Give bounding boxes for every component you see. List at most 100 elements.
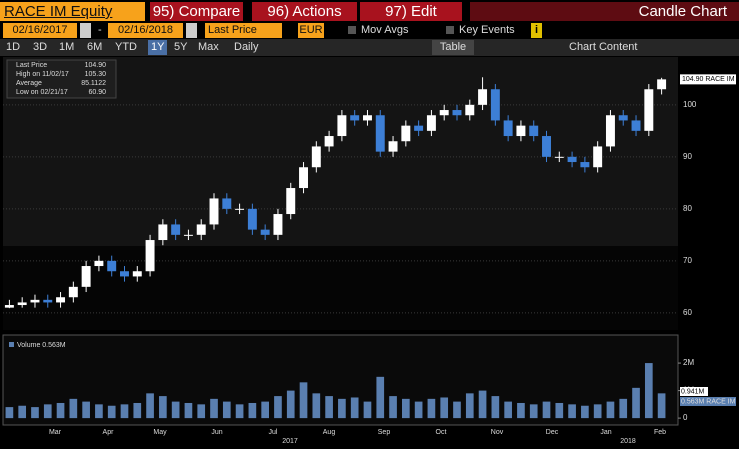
year-label: 2017 [282, 438, 298, 445]
volume-bar [657, 393, 666, 419]
volume-bar [312, 393, 321, 419]
candle-body [324, 136, 334, 147]
chart-content[interactable]: Chart Content [569, 41, 638, 53]
candle-body [94, 260, 104, 267]
range-button[interactable]: Max [198, 41, 219, 53]
volume-bar [619, 398, 628, 419]
volume-bar [31, 407, 39, 419]
last-price-label: 104.90 RACE IM [682, 76, 735, 83]
x-tick-label: May [153, 429, 167, 436]
candle-body [183, 234, 193, 236]
last-price-tag [680, 74, 736, 85]
legend-value: 104.90 [85, 62, 107, 69]
volume-bar [56, 402, 65, 419]
mov-avgs[interactable]: Mov Avgs [361, 24, 409, 36]
y-tick-label: 90 [683, 152, 692, 161]
volume-bar [184, 402, 193, 419]
candle-body [490, 89, 500, 121]
edit-button[interactable]: 97) Edit [360, 2, 462, 21]
candle-body [17, 302, 27, 306]
candle-body [222, 198, 232, 209]
field-select[interactable]: Last Price [205, 23, 282, 38]
range-button[interactable]: 1D [6, 41, 21, 53]
volume-bar [478, 390, 487, 419]
candle-body [209, 198, 219, 225]
key-events[interactable]: Key Events [459, 24, 515, 36]
volume-bar [542, 401, 551, 419]
checkbox[interactable] [348, 26, 356, 34]
candle-body [644, 89, 654, 131]
calendar-icon[interactable] [80, 23, 91, 38]
candle-body [401, 125, 411, 142]
avg-label: 0.941M [681, 388, 705, 395]
checkbox[interactable] [446, 26, 454, 34]
candle-body [311, 146, 321, 168]
candle-body [631, 120, 641, 131]
volume-bar [171, 401, 180, 419]
candle-body [554, 156, 564, 158]
candle-body [605, 115, 615, 147]
range-bar [0, 39, 739, 56]
candle-body [132, 271, 142, 277]
info-icon[interactable]: i [531, 23, 542, 38]
y-tick-label: 100 [683, 100, 697, 109]
volume-bar [248, 402, 257, 419]
range-button[interactable]: YTD [115, 41, 137, 53]
volume-bar [581, 405, 589, 419]
volume-bar [440, 397, 449, 419]
x-tick-label: Nov [491, 429, 504, 436]
range-button[interactable]: 6M [87, 41, 103, 53]
candle-body [452, 110, 462, 116]
period-select[interactable]: Daily [234, 41, 259, 53]
candle-body [618, 115, 628, 121]
volume-bar [363, 401, 372, 419]
x-tick-label: Dec [546, 429, 559, 436]
x-tick-label: Aug [323, 429, 336, 436]
range-button[interactable]: 1Y [148, 40, 168, 55]
price-panel-lower [3, 246, 678, 330]
volume-bar [350, 397, 359, 419]
actions-button[interactable]: 96) Actions [252, 2, 357, 21]
security-field[interactable]: RACE IM Equity [0, 2, 145, 21]
candle-body [247, 208, 257, 230]
legend-label: High on 11/02/17 [16, 71, 69, 78]
volume-bar [274, 396, 282, 419]
candle-body [30, 299, 40, 303]
x-tick-label: Feb [654, 429, 666, 436]
volume-bar [43, 404, 52, 419]
volume-bar [82, 401, 90, 419]
compare-button[interactable]: 95) Compare [150, 2, 243, 21]
x-tick-label: Sep [378, 429, 391, 436]
candle-body [299, 167, 309, 189]
candle-body [439, 110, 449, 116]
end-date[interactable]: 02/16/2018 [108, 23, 183, 38]
currency-select[interactable]: EUR [298, 23, 324, 38]
table-button[interactable]: Table [432, 40, 474, 55]
x-tick-label: Jan [600, 429, 611, 436]
avg-tag [680, 387, 708, 396]
volume-legend-icon [9, 342, 14, 347]
candle-body [542, 136, 551, 157]
start-date[interactable]: 02/16/2017 [3, 23, 77, 38]
candle-body [145, 240, 155, 272]
candle-body [286, 188, 296, 215]
candle-body [426, 115, 436, 131]
volume-bar [235, 404, 244, 419]
candle-body [529, 125, 539, 137]
legend-label: Last Price [16, 62, 47, 69]
candle-body [81, 266, 91, 287]
calendar-icon[interactable] [186, 23, 197, 38]
volume-bar [133, 402, 142, 419]
legend-value: 105.30 [85, 71, 107, 78]
range-button[interactable]: 3D [33, 41, 48, 53]
candle-body [414, 125, 424, 131]
legend-label: Low on 02/21/17 [16, 89, 68, 96]
volume-bar [517, 402, 525, 419]
volume-bar [465, 393, 474, 419]
range-button[interactable]: 5Y [174, 41, 188, 53]
legend-value: 85.1122 [81, 80, 106, 87]
candle-body [478, 89, 488, 105]
volume-bar [606, 401, 615, 419]
range-button[interactable]: 1M [59, 41, 75, 53]
